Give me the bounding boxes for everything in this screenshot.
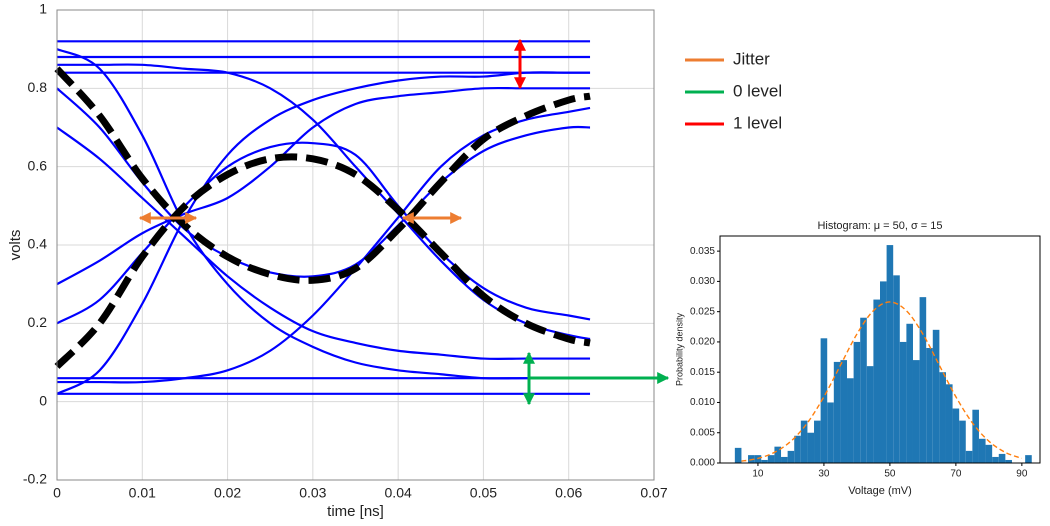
x-tick-label: 90	[1016, 469, 1028, 480]
bar	[860, 317, 867, 463]
bar	[1005, 459, 1012, 463]
bar	[820, 338, 828, 463]
y-axis-label: volts	[7, 230, 24, 261]
y-tick-label: 0.025	[690, 306, 715, 317]
bar	[906, 323, 913, 463]
bar	[932, 329, 940, 463]
bar	[847, 378, 854, 463]
legend-label: 0 level	[733, 81, 782, 100]
dashed-trace	[54, 66, 591, 284]
bar	[761, 459, 768, 463]
chart-title: Histogram: μ = 50, σ = 15	[817, 220, 942, 232]
plot-frame	[56, 9, 655, 481]
plot-frame	[719, 235, 1041, 464]
bar	[985, 444, 993, 463]
bar	[1025, 455, 1032, 463]
bar	[959, 420, 966, 463]
bar	[866, 366, 874, 463]
x-tick-label: 30	[818, 469, 830, 480]
x-axis-label: Voltage (mV)	[848, 485, 912, 497]
legend-label: Jitter	[733, 49, 770, 68]
trace	[56, 87, 591, 278]
y-tick-label: -0.2	[23, 471, 47, 487]
bar	[827, 402, 834, 463]
bar	[893, 275, 900, 463]
x-tick-label: 0.04	[385, 485, 412, 501]
y-tick-label: 0	[39, 392, 47, 408]
x-tick-label: 0.07	[640, 485, 667, 501]
y-tick-label: 0.030	[690, 276, 715, 287]
x-tick-label: 0.01	[129, 485, 156, 501]
y-tick-label: 0.015	[690, 367, 715, 378]
bar	[807, 432, 815, 463]
bar	[814, 420, 821, 463]
x-axis-label: time [ns]	[327, 503, 384, 520]
y-tick-label: 0.000	[690, 458, 715, 469]
legend-label: 1 level	[733, 113, 782, 132]
trace	[56, 48, 591, 380]
bar	[926, 347, 933, 463]
bar	[833, 361, 841, 463]
trace	[56, 141, 591, 325]
trace	[57, 106, 591, 384]
y-tick-label: 1	[39, 1, 47, 17]
density-curve	[741, 301, 1023, 462]
annotations	[138, 38, 670, 406]
bar	[886, 245, 894, 463]
y-tick-label: 0.8	[28, 79, 48, 95]
bar	[734, 447, 742, 463]
bar	[952, 408, 960, 463]
dashed-trace	[54, 153, 591, 369]
y-tick-label: 0.4	[28, 236, 48, 252]
bar	[939, 372, 946, 463]
x-tick-label: 0.03	[299, 485, 326, 501]
x-tick-label: 0	[53, 485, 61, 501]
bar	[880, 281, 887, 463]
bar	[919, 297, 927, 463]
y-tick-label: 0.020	[690, 337, 715, 348]
bar	[945, 384, 953, 463]
bar	[800, 420, 808, 463]
bar	[978, 438, 986, 463]
trace	[56, 126, 591, 360]
y-tick-label: 0.010	[690, 397, 715, 408]
x-tick-label: 0.06	[555, 485, 582, 501]
y-tick-label: 0.005	[690, 427, 715, 438]
bar	[965, 450, 973, 463]
bar	[853, 341, 861, 463]
trace	[56, 63, 591, 341]
y-tick-label: 0.035	[690, 246, 715, 257]
bar	[912, 360, 920, 463]
plots: 0 0.01 0.02 0.03 0.04 0.05 0.06 0.07 -0.2 0 0.2 0.4…	[7, 1, 1041, 520]
bar	[992, 456, 999, 463]
bar	[767, 455, 775, 463]
bar	[873, 299, 880, 463]
bar	[972, 409, 979, 463]
bar	[899, 341, 907, 463]
bar	[787, 450, 795, 463]
bar	[840, 360, 848, 463]
y-axis-label: Probability density	[674, 312, 684, 386]
x-tick-label: 10	[752, 469, 764, 480]
y-tick-label: 0.2	[28, 314, 48, 330]
bar	[781, 456, 788, 463]
bar	[794, 435, 801, 463]
trace	[56, 86, 591, 286]
x-tick-label: 50	[884, 469, 896, 480]
x-tick-label: 0.02	[214, 485, 241, 501]
y-tick-label: 0.6	[28, 157, 48, 173]
x-tick-label: 70	[950, 469, 962, 480]
bar	[774, 446, 782, 463]
x-tick-label: 0.05	[470, 485, 497, 501]
bar	[998, 453, 1006, 463]
